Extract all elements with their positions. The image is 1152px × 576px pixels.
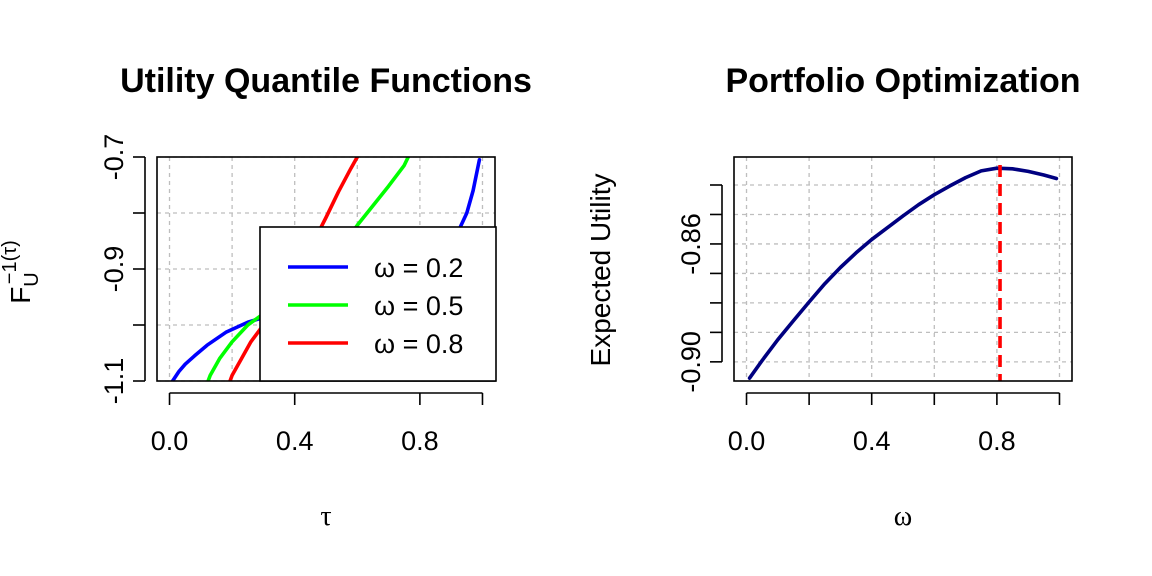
x-tick-label: 0.8 bbox=[401, 426, 439, 456]
x-tick-label: 0.4 bbox=[853, 426, 891, 456]
legend: ω = 0.2 ω = 0.5 ω = 0.8 bbox=[259, 226, 497, 382]
x-axis-label: ω bbox=[894, 501, 912, 532]
y-label-sub: U bbox=[21, 272, 43, 286]
x-axis-label: τ bbox=[320, 501, 331, 532]
legend-label-2: ω = 0.5 bbox=[374, 291, 463, 321]
series-line-1 bbox=[747, 166, 1059, 380]
series-group bbox=[747, 166, 1059, 380]
y-axis-label: FU−1(τ) bbox=[0, 240, 43, 304]
y-tick-label: -0.86 bbox=[676, 213, 706, 275]
y-tick-label: -0.9 bbox=[99, 246, 129, 293]
y-axis-label-text: FU−1(τ) bbox=[0, 240, 43, 304]
y-tick-label: -0.7 bbox=[99, 134, 129, 181]
y-axis-label: Expected Utility bbox=[585, 174, 616, 367]
x-tick-label: 0.8 bbox=[978, 426, 1016, 456]
x-tick-label: 0.0 bbox=[151, 426, 189, 456]
panel-portfolio: Portfolio Optimization 0.0 0.4 0.8 -0.90 -0.8… bbox=[585, 62, 1081, 532]
chart-title: Portfolio Optimization bbox=[725, 62, 1080, 100]
y-tick-label: -0.90 bbox=[676, 331, 706, 393]
plot-frame bbox=[733, 156, 1073, 382]
y-label-sup: −1(τ) bbox=[0, 240, 21, 284]
legend-label-3: ω = 0.8 bbox=[374, 329, 463, 359]
legend-label-1: ω = 0.2 bbox=[374, 253, 463, 283]
x-tick-label: 0.0 bbox=[728, 426, 766, 456]
x-tick-label: 0.4 bbox=[276, 426, 314, 456]
y-label-main: F bbox=[5, 287, 36, 304]
y-tick-label: -1.1 bbox=[99, 358, 129, 405]
chart-title: Utility Quantile Functions bbox=[120, 62, 532, 100]
panel-quantile: Utility Quantile Functions 0.0 0.4 0.8 -1.1 -… bbox=[0, 62, 532, 532]
